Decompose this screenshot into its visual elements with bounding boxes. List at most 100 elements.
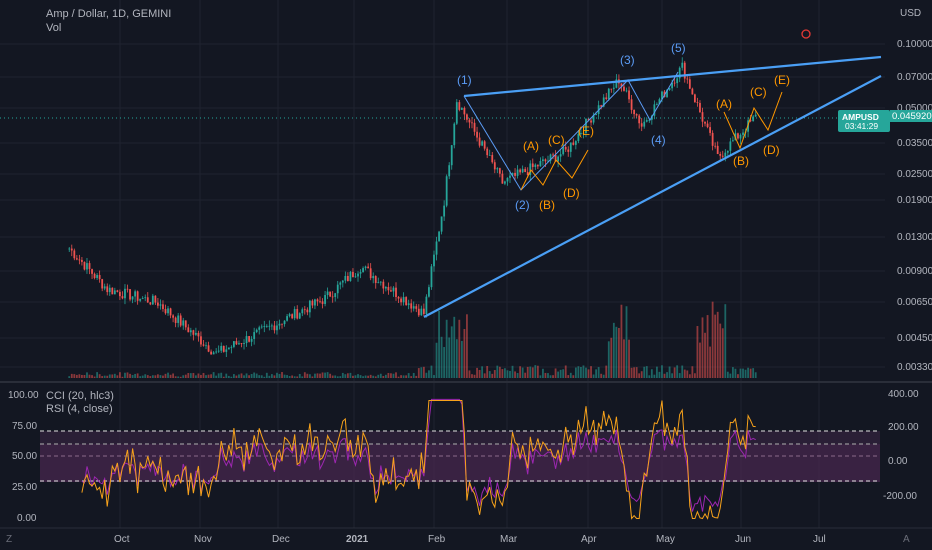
volume-bar: [486, 365, 489, 378]
volume-bar: [167, 372, 169, 378]
volume-bar: [711, 301, 714, 378]
candle-body: [473, 122, 476, 132]
candle-body: [144, 297, 147, 299]
A-icon[interactable]: A: [903, 534, 910, 545]
volume-bar: [600, 373, 603, 378]
volume-bar: [240, 373, 243, 378]
candle-body: [255, 329, 258, 333]
volume-bar: [169, 374, 172, 378]
candle-body: [151, 295, 154, 305]
cci-label[interactable]: CCI (20, hlc3): [46, 390, 114, 402]
candle-body: [714, 145, 717, 147]
corrective-wave-labels-1: (A) (B) (C) (D) (E): [523, 124, 594, 212]
volume-bar: [98, 374, 101, 378]
volume-bar: [225, 373, 228, 378]
volume-bar: [673, 367, 676, 378]
volume-bar: [463, 329, 466, 378]
volume-bar: [222, 376, 225, 378]
corrective-wave-path-2[interactable]: [723, 91, 783, 150]
volume-bar: [374, 376, 377, 378]
candle-body: [678, 67, 681, 79]
candle-body: [291, 314, 294, 319]
candle-body: [75, 258, 78, 260]
candle-body: [268, 325, 271, 327]
volume-bar: [605, 365, 608, 378]
volume-bar: [547, 373, 549, 378]
volume-bar: [263, 376, 266, 378]
volume-bar: [384, 374, 387, 378]
volume-bar: [151, 375, 154, 378]
volume-bar: [200, 374, 202, 378]
candle-body: [308, 300, 311, 313]
symbol-title[interactable]: Amp / Dollar, 1D, GEMINI: [46, 8, 172, 20]
candle-body: [339, 282, 342, 285]
volume-bar: [597, 367, 600, 378]
candle-body: [159, 304, 162, 306]
time-label: Feb: [428, 534, 446, 545]
time-label: May: [656, 534, 675, 545]
candle-body: [329, 291, 332, 297]
upper-trendline[interactable]: [463, 55, 882, 98]
volume-bar: [407, 373, 410, 378]
volume-bar: [683, 369, 686, 378]
volume-bar: [314, 373, 316, 378]
volume-bar: [286, 375, 288, 378]
cci-tick: 200.00: [888, 422, 919, 433]
wave-label-d1: (D): [563, 186, 580, 200]
candle-body: [661, 91, 663, 100]
candle-body: [400, 298, 402, 303]
candle-body: [405, 297, 408, 306]
candle-body: [519, 169, 522, 173]
candle-body: [372, 276, 375, 279]
candle-body: [164, 309, 167, 314]
indicator-pane[interactable]: 100.00 75.00 50.00 25.00 0.00 400.00 200…: [8, 389, 919, 524]
candle-body: [592, 115, 595, 123]
candle-body: [572, 142, 575, 145]
volume-bar: [595, 369, 598, 378]
candle-body: [709, 127, 711, 133]
Z-icon[interactable]: Z: [6, 534, 13, 545]
candle-body: [78, 259, 81, 261]
candle-body: [258, 327, 261, 330]
volume-bar: [372, 375, 375, 378]
volume-bar: [615, 326, 618, 378]
candle-body: [638, 115, 641, 124]
candle-body: [671, 82, 674, 89]
candle-body: [552, 154, 554, 156]
candle-body: [455, 102, 458, 124]
volume-bar: [172, 373, 175, 378]
candle-body: [428, 287, 430, 297]
volume-bar: [524, 372, 527, 378]
candle-body: [673, 82, 676, 84]
candle-body: [711, 132, 714, 146]
candle-body: [721, 155, 724, 157]
candle-body: [235, 341, 238, 345]
circle-icon[interactable]: [801, 29, 811, 39]
time-axis[interactable]: Oct Nov Dec 2021 Feb Mar Apr May Jun Jul: [114, 534, 826, 545]
volume-bar: [417, 368, 420, 378]
rsi-label[interactable]: RSI (4, close): [46, 403, 113, 415]
candle-body: [364, 266, 367, 269]
candle-body: [220, 345, 223, 351]
candle-body: [514, 172, 516, 176]
impulse-wave-path[interactable]: [463, 71, 679, 191]
wave-label-c1: (C): [548, 133, 565, 147]
candle-body: [524, 168, 527, 173]
candle-body: [240, 343, 243, 345]
volume-bar: [650, 369, 653, 378]
lower-trendline[interactable]: [423, 75, 882, 318]
volume-bar: [194, 375, 197, 378]
price-tag: AMPUSD 03:41:29 0.045920: [838, 110, 932, 132]
volume-bar: [656, 366, 658, 378]
volume-bar: [607, 341, 610, 378]
volume-label[interactable]: Vol: [46, 22, 62, 34]
volume-bar: [425, 372, 428, 378]
volume-bar: [455, 339, 458, 378]
candle-body: [141, 297, 144, 299]
candle-body: [374, 276, 377, 283]
corrective-wave-path-1[interactable]: [520, 149, 589, 191]
